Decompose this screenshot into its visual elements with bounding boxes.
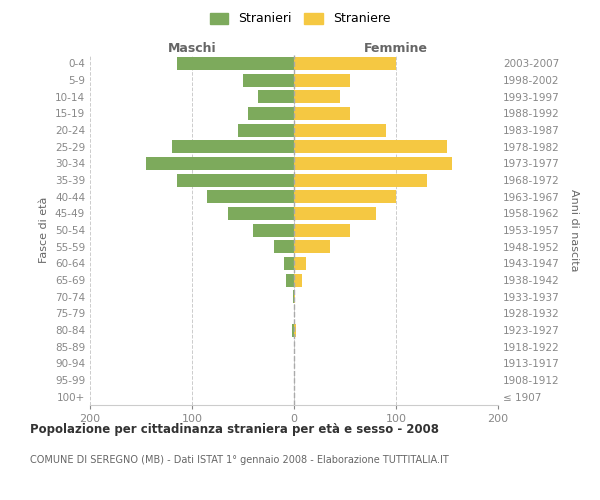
Bar [243, 74, 294, 86]
Bar [294, 257, 306, 270]
Bar [294, 174, 427, 186]
Bar [248, 107, 294, 120]
Bar [238, 124, 294, 136]
Legend: Stranieri, Straniere: Stranieri, Straniere [205, 8, 395, 30]
Y-axis label: Fasce di età: Fasce di età [40, 197, 49, 263]
Bar [294, 74, 350, 86]
Bar [294, 240, 330, 253]
Bar [146, 157, 294, 170]
Bar [172, 140, 294, 153]
Bar [259, 90, 294, 103]
Text: COMUNE DI SEREGNO (MB) - Dati ISTAT 1° gennaio 2008 - Elaborazione TUTTITALIA.IT: COMUNE DI SEREGNO (MB) - Dati ISTAT 1° g… [30, 455, 449, 465]
Bar [294, 57, 396, 70]
Bar [294, 224, 350, 236]
Bar [177, 57, 294, 70]
Bar [294, 274, 302, 286]
Text: Popolazione per cittadinanza straniera per età e sesso - 2008: Popolazione per cittadinanza straniera p… [30, 422, 439, 436]
Text: Femmine: Femmine [364, 42, 428, 55]
Bar [294, 324, 296, 336]
Bar [294, 157, 452, 170]
Bar [294, 107, 350, 120]
Bar [294, 124, 386, 136]
Bar [294, 90, 340, 103]
Bar [228, 207, 294, 220]
Bar [284, 257, 294, 270]
Bar [177, 174, 294, 186]
Bar [294, 190, 396, 203]
Text: Maschi: Maschi [167, 42, 217, 55]
Bar [292, 324, 294, 336]
Bar [293, 290, 294, 303]
Bar [286, 274, 294, 286]
Bar [274, 240, 294, 253]
Bar [294, 207, 376, 220]
Bar [208, 190, 294, 203]
Y-axis label: Anni di nascita: Anni di nascita [569, 188, 579, 271]
Bar [294, 140, 447, 153]
Bar [253, 224, 294, 236]
Bar [294, 290, 295, 303]
